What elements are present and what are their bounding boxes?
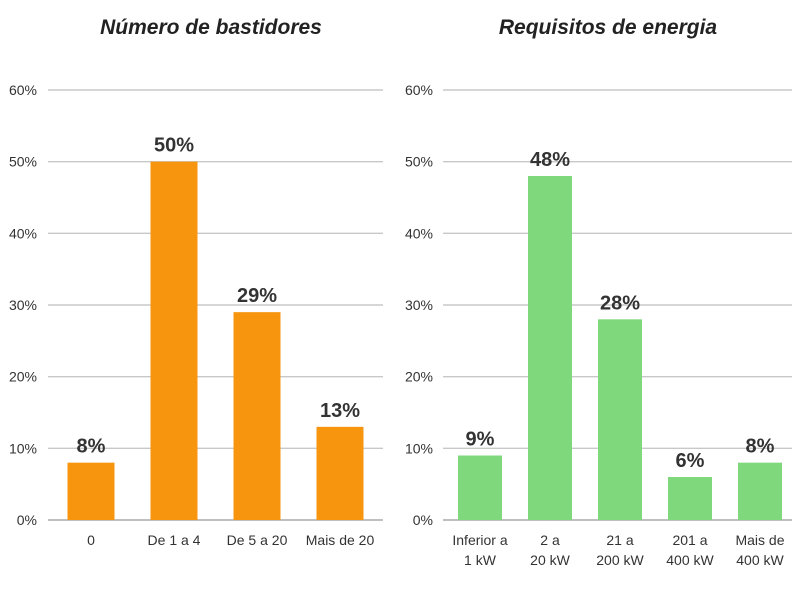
data-label: 28% — [600, 292, 640, 314]
y-tick-label: 10% — [405, 440, 433, 456]
data-label: 13% — [320, 400, 360, 422]
y-tick-label: 0% — [17, 512, 37, 528]
data-label: 8% — [77, 436, 106, 458]
x-tick-label: 21 a — [606, 532, 633, 548]
y-tick-label: 40% — [9, 225, 37, 241]
data-label: 9% — [466, 429, 495, 451]
y-tick-label: 20% — [9, 369, 37, 385]
bar — [668, 477, 712, 520]
data-label: 8% — [746, 436, 775, 458]
y-tick-label: 40% — [405, 225, 433, 241]
x-tick-label: 400 kW — [736, 552, 784, 568]
bar — [233, 312, 281, 520]
bar — [67, 462, 115, 520]
x-tick-label: 200 kW — [596, 552, 644, 568]
x-tick-label: 20 kW — [530, 552, 570, 568]
bar — [528, 176, 572, 520]
x-tick-label: 201 a — [672, 532, 707, 548]
y-tick-label: 60% — [9, 82, 37, 98]
x-tick-label: Mais de — [735, 532, 784, 548]
x-tick-label: De 1 a 4 — [148, 532, 201, 548]
y-tick-label: 30% — [405, 297, 433, 313]
chart-title: Número de bastidores — [100, 16, 322, 39]
y-tick-label: 0% — [413, 512, 433, 528]
bar — [458, 455, 502, 520]
data-label: 6% — [676, 450, 705, 472]
bar — [316, 426, 364, 520]
x-tick-label: De 5 a 20 — [227, 532, 288, 548]
y-tick-label: 50% — [405, 154, 433, 170]
x-tick-label: 1 kW — [464, 552, 497, 568]
y-tick-label: 50% — [9, 154, 37, 170]
x-tick-label: 400 kW — [666, 552, 714, 568]
x-tick-label: 0 — [87, 532, 95, 548]
x-tick-label: Inferior a — [452, 532, 507, 548]
data-label: 50% — [154, 135, 194, 157]
y-tick-label: 20% — [405, 369, 433, 385]
bar — [598, 319, 642, 520]
y-tick-label: 60% — [405, 82, 433, 98]
data-label: 29% — [237, 285, 277, 307]
y-tick-label: 30% — [9, 297, 37, 313]
bar — [738, 462, 782, 520]
x-tick-label: 2 a — [540, 532, 560, 548]
data-label: 48% — [530, 149, 570, 171]
y-tick-label: 10% — [9, 440, 37, 456]
x-tick-label: Mais de 20 — [306, 532, 375, 548]
chart-title: Requisitos de energia — [499, 16, 718, 39]
bar — [150, 161, 198, 520]
